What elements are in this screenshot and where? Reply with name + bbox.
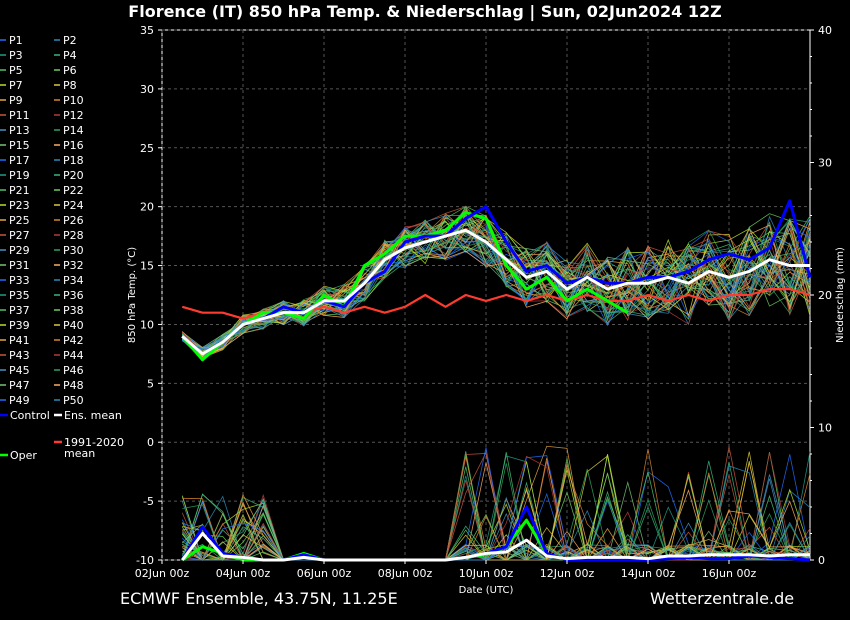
legend-item: P20 [63,169,84,182]
legend-item: P15 [9,139,30,152]
legend-item: P14 [63,124,84,137]
legend-item: P38 [63,304,84,317]
y-tick-label: 25 [140,142,154,155]
legend-item: P47 [9,379,30,392]
y-tick-label: 30 [140,83,154,96]
legend-item: mean [64,447,95,460]
legend-item: P13 [9,124,30,137]
legend-item: P22 [63,184,84,197]
legend-item: P8 [63,79,77,92]
x-tick-label: 12Jun 00z [540,567,595,580]
legend-item: P25 [9,214,30,227]
legend-item: P43 [9,349,30,362]
series-precip-line [181,532,810,562]
x-tick-label: 02Jun 00z [135,567,190,580]
member-temp-line [182,230,811,349]
legend-item: P49 [9,394,30,407]
y2-tick-label: 20 [818,289,832,302]
legend-item: P17 [9,154,30,167]
legend-item: P18 [63,154,84,167]
chart-title: Florence (IT) 850 hPa Temp. & Niederschl… [128,2,722,21]
legend-item: P42 [63,334,84,347]
member-temp-line [181,221,811,361]
legend-item: P6 [63,64,77,77]
legend-item: P9 [9,94,23,107]
y2-tick-label: 0 [818,554,825,567]
y-tick-label: 10 [140,318,154,331]
series-temp-line [181,199,812,356]
legend-item: P31 [9,259,30,272]
y-axis-label: 850 hPa Temp. (°C) [127,247,138,343]
legend-item: P11 [9,109,30,122]
legend-item: P21 [9,184,30,197]
legend-item: P50 [63,394,84,407]
legend-item: P36 [63,289,84,302]
legend-item: P16 [63,139,84,152]
legend-item: P46 [63,364,84,377]
legend-item: P32 [63,259,84,272]
legend-item: P29 [9,244,30,257]
legend-item: P10 [63,94,84,107]
legend-item: P39 [9,319,30,332]
legend-item: P30 [63,244,84,257]
x-axis-label: Date (UTC) [459,585,514,596]
y-tick-label: 0 [147,436,154,449]
legend-item: Ens. mean [64,409,122,422]
x-tick-label: 04Jun 00z [216,567,271,580]
legend-item: P5 [9,64,23,77]
legend-item: P37 [9,304,30,317]
legend-item: Oper [10,449,37,462]
y2-tick-label: 40 [818,24,832,37]
legend-item: P44 [63,349,84,362]
x-tick-label: 08Jun 00z [378,567,433,580]
member-temp-line [182,215,811,350]
legend-item: P33 [9,274,30,287]
y-tick-label: 35 [140,24,154,37]
member-temp-line [181,224,811,360]
legend-item: P2 [63,34,77,47]
legend-item: Control [10,409,50,422]
series-temp-line [181,211,629,362]
series-temp-line [181,228,810,356]
legend-item: P27 [9,229,30,242]
legend-item: P7 [9,79,23,92]
y-tick-label: -5 [143,495,154,508]
footer-source: ECMWF Ensemble, 43.75N, 11.25E [120,589,398,608]
legend-item: P35 [9,289,30,302]
y2-axis-label: Niederschlag (mm) [835,247,846,343]
y2-tick-label: 30 [818,157,832,170]
y2-tick-label: 10 [818,422,832,435]
legend-item: P34 [63,274,84,287]
legend-item: P19 [9,169,30,182]
x-tick-label: 14Jun 00z [621,567,676,580]
member-temp-line [181,225,811,359]
legend-item: P3 [9,49,23,62]
legend-item: P26 [63,214,84,227]
legend-item: P1 [9,34,23,47]
legend-item: P24 [63,199,84,212]
x-tick-label: 16Jun 00z [702,567,757,580]
y-tick-label: -10 [136,554,154,567]
legend-item: 1991-2020 [64,436,124,449]
legend-item: P23 [9,199,30,212]
legend-item: P12 [63,109,84,122]
x-tick-label: 10Jun 00z [459,567,514,580]
legend-item: P45 [9,364,30,377]
legend-item: P4 [63,49,77,62]
y-tick-label: 20 [140,201,154,214]
x-tick-label: 06Jun 00z [297,567,352,580]
footer-site: Wetterzentrale.de [650,589,795,608]
legend-item: P40 [63,319,84,332]
y-tick-label: 15 [140,260,154,273]
legend-item: P41 [9,334,30,347]
legend-item: P28 [63,229,84,242]
y-tick-label: 5 [147,377,154,390]
legend-item: P48 [63,379,84,392]
